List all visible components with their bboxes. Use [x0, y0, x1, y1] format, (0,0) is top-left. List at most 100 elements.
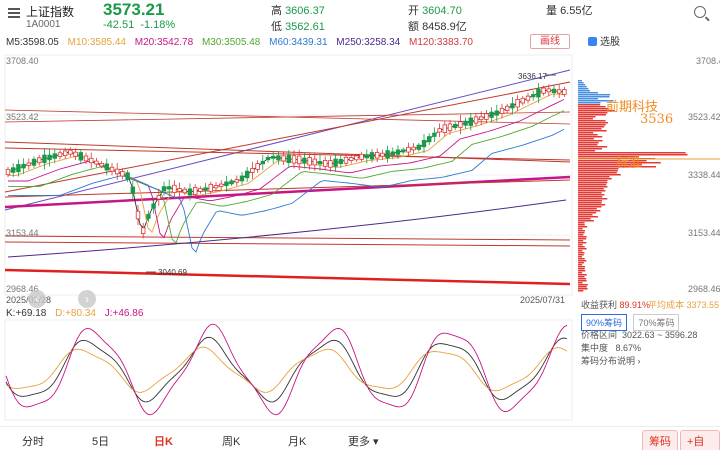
chip-bar: [578, 246, 585, 248]
chip-bar: [578, 130, 607, 132]
chip-bar: [578, 180, 608, 182]
chip-bar: [578, 264, 583, 266]
chip-bar: [578, 234, 584, 236]
candle-body: [31, 158, 37, 166]
candle-body: [156, 195, 161, 200]
candle-body: [89, 157, 94, 164]
candle-body: [322, 160, 328, 167]
chip-button[interactable]: 筹码: [642, 430, 678, 450]
chip-bar: [578, 244, 583, 246]
chip-bar: [578, 204, 606, 206]
chip-bar: [578, 92, 599, 94]
chip-bar: [578, 104, 601, 106]
candle-body: [520, 97, 525, 104]
chip-bar: [578, 150, 596, 152]
stat-amount: 额 8458.9亿: [408, 21, 467, 33]
prev-arrow-icon[interactable]: ‹: [28, 290, 46, 308]
stat-low: 低 3562.61: [271, 21, 325, 33]
chip-bar: [578, 258, 585, 260]
candle-body: [10, 167, 16, 173]
ma250-label: M250:3258.34: [336, 37, 401, 48]
add-watchlist-button[interactable]: +自选: [680, 430, 720, 450]
chip-bar: [578, 138, 594, 140]
chip-bar: [578, 242, 587, 244]
tab-more[interactable]: 更多 ▾: [348, 436, 379, 448]
ma5-label: M5:3598.05: [6, 37, 59, 48]
chip-bar: [578, 186, 608, 188]
stat-open: 开 3604.70: [408, 5, 462, 17]
chip-bar: [578, 160, 647, 162]
candle-body: [406, 146, 411, 153]
chip-bar: [578, 142, 599, 144]
chip-bar: [578, 116, 596, 118]
candle-body: [458, 121, 463, 128]
ma30-label: M30:3505.48: [201, 37, 261, 48]
chip-bar: [578, 286, 587, 288]
chip-bar: [578, 166, 656, 168]
select-stock-button[interactable]: 选股: [588, 33, 620, 48]
candle-body: [57, 152, 63, 157]
candle-body: [120, 170, 125, 177]
kline-chart[interactable]: 3636.17 3040.69: [0, 52, 575, 297]
tab-monthly-k[interactable]: 月K: [288, 436, 307, 448]
candle-body: [369, 152, 375, 160]
candle-body: [421, 140, 427, 148]
next-arrow-icon[interactable]: ›: [78, 290, 96, 308]
chip-bar: [578, 200, 603, 202]
y-label-bottom: 2968.46: [6, 284, 39, 294]
ma60-label: M60:3439.31: [269, 37, 328, 48]
draw-line-button[interactable]: 画线: [530, 34, 570, 49]
candle-body: [161, 186, 167, 192]
chip-bar: [578, 102, 601, 104]
candle-body: [557, 89, 562, 94]
candle-body: [73, 151, 78, 157]
chip-bar: [578, 176, 610, 178]
kdj-line: [5, 336, 568, 403]
chip-bar: [578, 146, 608, 148]
candle-body: [16, 164, 21, 173]
candle-body: [395, 149, 401, 155]
candle-body: [182, 188, 187, 194]
chip-bar: [578, 216, 598, 218]
chip-y-bottom: 2968.46: [688, 284, 720, 294]
candle-body: [312, 158, 317, 166]
tab-daily-k[interactable]: 日K: [154, 433, 173, 449]
chip-bar: [578, 122, 608, 124]
chip-bar: [578, 114, 607, 116]
chip-bar: [578, 196, 603, 198]
chip-tab-70[interactable]: 70%筹码: [633, 314, 680, 331]
candle-body: [494, 110, 499, 116]
kdj-k: K:+69.18: [6, 308, 47, 319]
chip-bar: [578, 168, 619, 170]
chip-bar: [578, 280, 587, 282]
candle-body: [551, 88, 557, 94]
stat-volume: 量 6.55亿: [546, 5, 593, 17]
chip-bar: [578, 266, 585, 268]
candle-body: [432, 132, 437, 137]
kdj-d: D:+80.34: [55, 308, 96, 319]
chip-bar: [578, 214, 593, 216]
candle-body: [390, 151, 395, 156]
annotation-text-3: 标准: [616, 156, 643, 171]
candle-body: [42, 154, 47, 164]
chip-description-link[interactable]: 筹码分布说明 ›: [581, 356, 641, 366]
kdj-chart: [4, 319, 573, 421]
candle-body: [52, 153, 57, 159]
chip-bar: [578, 262, 584, 264]
period-tabs: 分时 5日 日K 周K 月K 更多 ▾: [0, 426, 720, 450]
search-icon[interactable]: [694, 6, 706, 18]
menu-icon[interactable]: [8, 8, 20, 18]
ma120-label: M120:3383.70: [409, 37, 473, 48]
candle-body: [130, 186, 135, 194]
tab-weekly-k[interactable]: 周K: [222, 436, 241, 448]
chip-y-top: 3708.4: [696, 56, 720, 66]
chip-bar: [578, 174, 621, 176]
chip-bar: [578, 220, 594, 222]
tab-timeshare[interactable]: 分时: [22, 436, 44, 448]
chip-bar: [578, 170, 618, 172]
tab-5day[interactable]: 5日: [92, 436, 110, 448]
chip-bar: [578, 128, 602, 130]
chip-tab-90[interactable]: 90%筹码: [581, 314, 628, 331]
ma10-label: M10:3585.44: [67, 37, 126, 48]
chip-bar: [578, 148, 602, 150]
